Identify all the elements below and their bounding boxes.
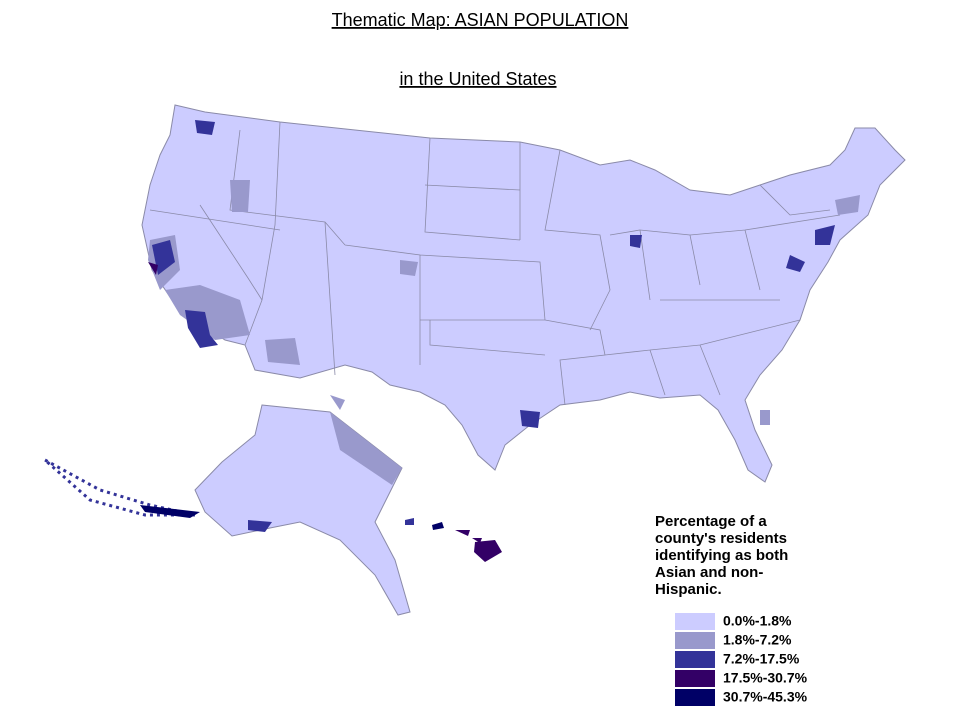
legend-title-line: county's residents xyxy=(655,530,787,547)
legend-swatch xyxy=(675,670,715,687)
legend-swatch xyxy=(675,689,715,706)
legend-title-line: Asian and non- xyxy=(655,564,763,581)
legend-title-line: Hispanic. xyxy=(655,581,722,598)
legend-label: 30.7%-45.3% xyxy=(723,689,808,705)
legend-label: 0.0%-1.8% xyxy=(723,613,792,629)
alaska xyxy=(194,404,411,616)
legend-label: 1.8%-7.2% xyxy=(723,632,792,648)
legend-title-line: Percentage of a xyxy=(655,513,767,530)
legend-swatch xyxy=(675,632,715,649)
map xyxy=(44,104,906,616)
legend-swatch xyxy=(675,613,715,630)
title-line-2: in the United States xyxy=(399,69,556,89)
contiguous-us xyxy=(141,104,906,483)
legend-title-line: identifying as both xyxy=(655,547,788,564)
title-line-1: Thematic Map: ASIAN POPULATION xyxy=(332,10,629,30)
legend-swatch xyxy=(675,651,715,668)
legend-label: 17.5%-30.7% xyxy=(723,670,808,686)
hawaii xyxy=(405,518,502,562)
legend-label: 7.2%-17.5% xyxy=(723,651,800,667)
county-patches xyxy=(148,120,860,428)
